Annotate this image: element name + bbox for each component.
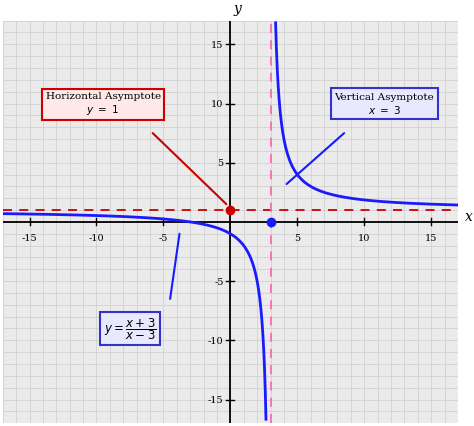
Text: $y = \dfrac{x + 3}{x - 3}$: $y = \dfrac{x + 3}{x - 3}$ <box>104 316 156 342</box>
Text: -10: -10 <box>89 233 104 242</box>
Text: 15: 15 <box>425 233 438 242</box>
Text: 15: 15 <box>211 41 224 50</box>
Text: 5: 5 <box>294 233 301 242</box>
Text: -5: -5 <box>159 233 168 242</box>
Text: -15: -15 <box>208 395 224 404</box>
Text: 10: 10 <box>358 233 370 242</box>
Text: 5: 5 <box>218 159 224 168</box>
Text: Vertical Asymptote
$x\ =\ 3$: Vertical Asymptote $x\ =\ 3$ <box>335 93 434 116</box>
Text: -10: -10 <box>208 336 224 345</box>
Text: y: y <box>233 2 241 16</box>
Text: -5: -5 <box>214 277 224 286</box>
Text: x: x <box>465 210 473 224</box>
Text: Horizontal Asymptote
$y\ =\ 1$: Horizontal Asymptote $y\ =\ 1$ <box>46 92 161 117</box>
Text: -15: -15 <box>22 233 37 242</box>
Text: 10: 10 <box>211 100 224 109</box>
